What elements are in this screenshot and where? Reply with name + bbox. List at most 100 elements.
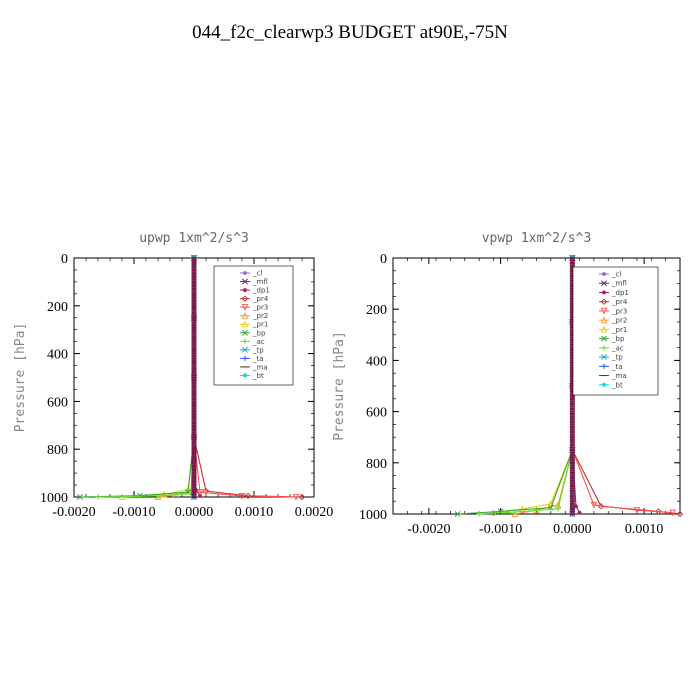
profile-marker — [191, 381, 197, 384]
profile-marker — [569, 502, 575, 505]
profile-marker — [191, 263, 197, 267]
profile-marker — [569, 510, 575, 513]
y-tick-label: 600 — [47, 395, 68, 410]
profile-marker — [569, 356, 575, 360]
legend-label: _pr1 — [252, 321, 268, 329]
data-point — [669, 509, 677, 517]
x-tick-label: -0.0020 — [407, 522, 450, 537]
profile-marker — [191, 481, 197, 484]
profile-marker — [569, 333, 575, 336]
profile-marker — [191, 424, 197, 427]
profile-marker — [569, 267, 575, 270]
profile-marker — [569, 264, 575, 267]
profile-marker — [569, 261, 575, 265]
series-pr1 — [118, 254, 198, 501]
data-point — [512, 509, 518, 515]
data-point — [676, 510, 684, 518]
profile-marker — [191, 259, 197, 262]
data-point — [238, 492, 246, 500]
profile-marker — [191, 292, 197, 296]
profile-marker — [191, 488, 197, 492]
profile-marker — [569, 272, 575, 275]
profile-marker — [191, 483, 197, 487]
profile-marker — [569, 492, 575, 495]
legend-label: _cl — [252, 270, 262, 278]
profile-marker — [191, 445, 197, 449]
profile-marker — [569, 361, 575, 365]
data-point — [511, 510, 519, 518]
legend-label: _mfl — [611, 280, 627, 288]
profile-marker — [191, 476, 197, 480]
profile-marker — [569, 338, 575, 342]
profile-marker — [569, 387, 575, 390]
profile-marker — [569, 402, 575, 406]
profile-marker — [191, 268, 197, 272]
legend-label: _bt — [252, 372, 264, 380]
profile-marker — [569, 446, 575, 449]
profile-marker — [569, 389, 575, 393]
profile-marker — [569, 489, 575, 493]
profile-marker — [569, 397, 575, 400]
profile-marker — [569, 354, 575, 357]
data-point — [577, 510, 582, 515]
profile-marker — [569, 405, 575, 408]
legend-label: _ac — [252, 338, 265, 346]
data-point — [292, 493, 300, 501]
profile-marker — [569, 308, 575, 311]
profile-marker — [191, 369, 197, 372]
x-tick-label: -0.0020 — [52, 505, 95, 520]
profile-marker — [569, 325, 575, 329]
profile-marker — [191, 462, 197, 465]
profile-marker — [569, 274, 575, 278]
legend-swatch-marker — [602, 382, 606, 387]
profile-marker — [191, 350, 197, 353]
legend-swatch-marker — [602, 272, 606, 276]
legend-swatch-marker — [241, 312, 249, 319]
profile-marker — [569, 382, 575, 385]
profile-marker — [191, 333, 197, 336]
series-line — [493, 258, 573, 514]
profile-marker — [191, 455, 197, 458]
profile-marker — [191, 323, 197, 327]
profile-marker — [569, 430, 575, 434]
data-point — [633, 507, 641, 514]
legend-box — [213, 265, 294, 386]
data-point — [160, 491, 168, 498]
x-tick-label: 0.0010 — [235, 505, 274, 520]
figure-title: 044_f2c_clearwp3 BUDGET at90E,-75N — [192, 22, 508, 43]
data-point — [154, 493, 162, 501]
profile-marker — [191, 474, 197, 477]
profile-marker — [191, 385, 197, 389]
data-point — [155, 493, 161, 499]
legend-swatch-marker — [242, 338, 248, 344]
profile-marker — [191, 371, 197, 374]
profile-marker — [191, 471, 197, 475]
series-pr2 — [154, 254, 198, 501]
profile-marker — [191, 352, 197, 355]
profile-marker — [191, 321, 197, 324]
profile-marker — [191, 266, 197, 269]
legend-swatch-marker — [242, 355, 248, 361]
profile-marker — [569, 451, 575, 454]
y-tick-label: 400 — [366, 354, 387, 369]
profile-marker — [191, 366, 197, 370]
profile-marker — [569, 505, 575, 508]
legend-label: _pr2 — [252, 312, 268, 320]
legend-swatch-marker — [600, 325, 608, 333]
profile-marker — [569, 290, 575, 293]
profile-markers — [569, 256, 575, 516]
y-tick-label: 400 — [47, 348, 68, 363]
profile-marker — [191, 448, 197, 451]
profile-marker — [569, 341, 575, 344]
profile-marker — [569, 500, 575, 503]
legend-label: _bt — [611, 381, 623, 389]
profile-marker — [191, 359, 197, 362]
profile-marker — [569, 328, 575, 331]
data-point — [590, 501, 598, 509]
profile-marker — [569, 295, 575, 298]
legend-label: _dp1 — [252, 287, 270, 295]
profile-marker — [569, 461, 575, 464]
profile-marker — [569, 400, 575, 403]
profile-marker — [569, 277, 575, 280]
profile-marker — [191, 464, 197, 468]
